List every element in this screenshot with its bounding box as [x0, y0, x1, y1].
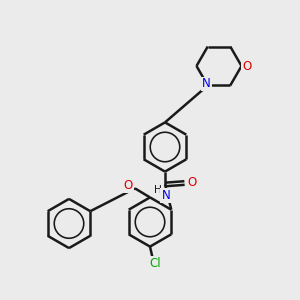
- Text: H: H: [154, 185, 162, 195]
- Text: Cl: Cl: [150, 256, 161, 270]
- Text: N: N: [202, 77, 211, 91]
- Text: O: O: [124, 179, 133, 192]
- Text: O: O: [242, 59, 251, 73]
- Text: O: O: [188, 176, 196, 190]
- Text: N: N: [161, 189, 170, 202]
